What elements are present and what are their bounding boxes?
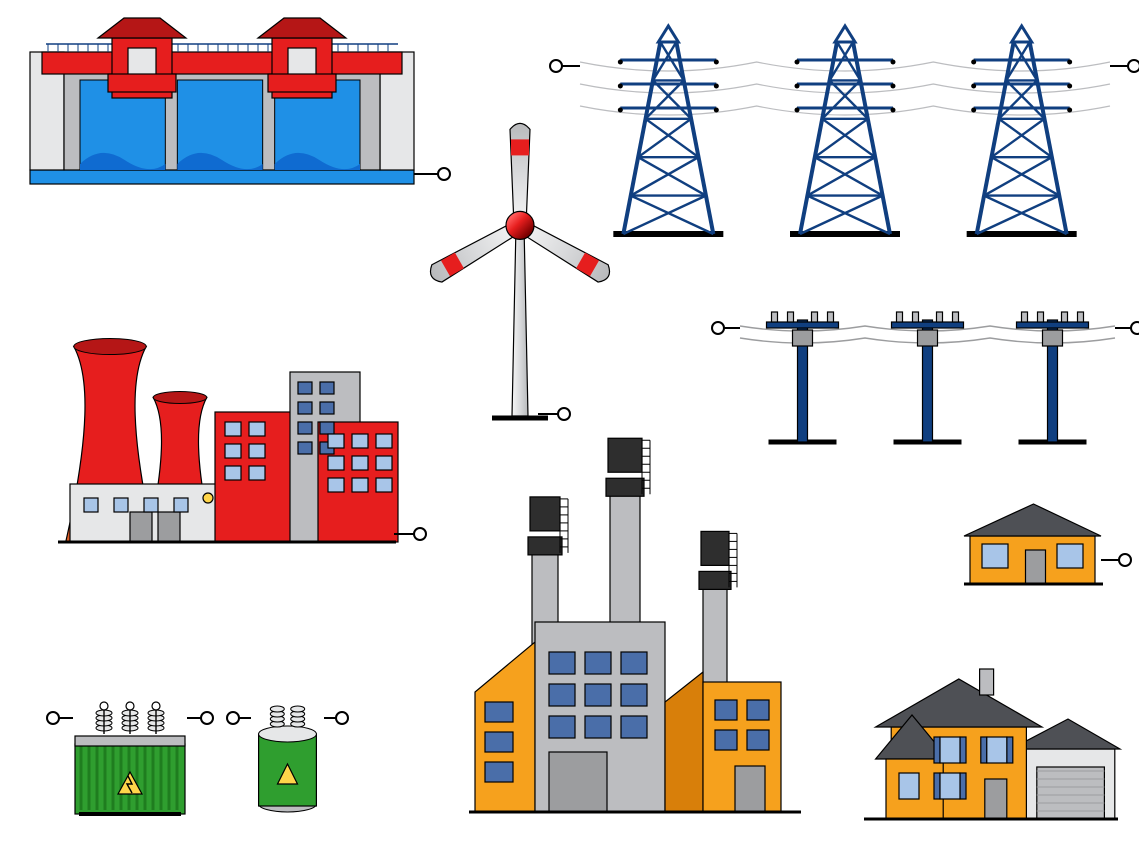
distribution-poles-icon [712,312,1139,442]
transformer-large-icon [47,702,213,814]
hydro-dam-icon [30,18,450,184]
factory-icon [469,438,801,812]
nuclear-plant-icon [58,338,426,542]
transformer-small-icon [227,706,348,812]
transmission-towers-icon [550,26,1139,242]
small-house-icon [964,504,1131,584]
wind-turbine-icon [427,123,614,420]
large-house-icon [864,669,1120,819]
